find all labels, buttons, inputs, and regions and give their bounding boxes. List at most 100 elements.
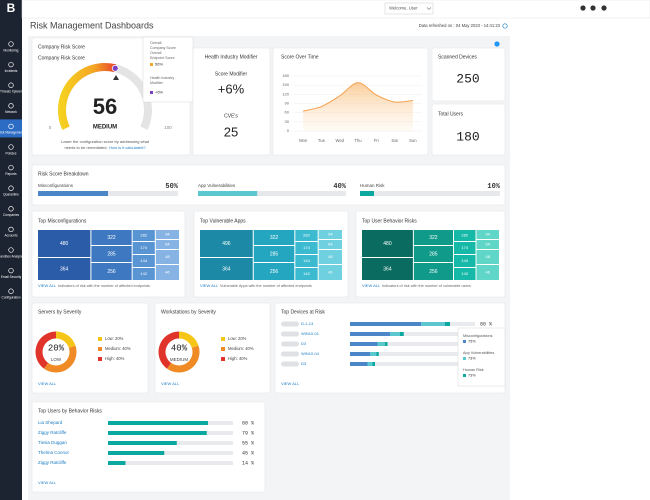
bar-track [350,362,475,366]
bar-segment [400,332,404,336]
user-name[interactable]: Lia Shepard [38,420,63,425]
donut-value: 40% [171,343,188,353]
treemap-label: 94 [328,232,333,237]
bar [108,441,177,445]
user-name[interactable]: Ziggy Ratcliffe [38,460,67,465]
treemap-label: 94 [486,232,491,237]
bar [38,191,108,196]
gauge-marker [113,75,119,80]
device-name[interactable]: D3 [301,341,307,346]
card [31,164,506,206]
nav-item[interactable]: Email Security [1,275,22,279]
breakdown-name: Human Risk [360,183,385,188]
user-select[interactable] [384,2,434,15]
gauge-max: 100 [164,125,172,130]
bar-segment [367,362,373,366]
tooltip-swatch [463,340,466,343]
treemap-cell [155,240,179,249]
treemap-label: 174 [303,245,310,250]
treemap-label: 256 [429,269,438,275]
legend-swatch [98,357,102,361]
nav-item[interactable]: Threats Xplorer [0,90,23,94]
nav-item[interactable]: Quarantine [3,193,19,197]
cve-value: 25 [224,124,238,139]
tooltip-label: Modifier [150,81,164,85]
nav-item[interactable]: Network [5,110,17,114]
line [303,82,413,112]
treemap-cell [155,230,179,239]
top-icon[interactable] [601,5,607,11]
breakdown-value: 10% [487,183,500,191]
view-all[interactable]: VIEW ALL [362,283,381,288]
user-name: Welcome, User [389,6,418,11]
view-all[interactable]: VIEW ALL [38,283,57,288]
device-name[interactable]: D-1-13 [301,321,314,326]
bar-segment [390,332,400,336]
top-icon[interactable] [580,5,586,11]
tooltip-label: Health Industry [150,76,174,80]
nav-icon [8,247,14,253]
top-icon[interactable] [590,5,596,11]
bar-segment [350,362,368,366]
bar-segment [350,332,390,336]
device-name[interactable]: WIN10-01 [301,331,320,336]
card-title: Workstations by Severity [161,309,216,315]
breakdown-value: 40% [333,183,346,191]
user-value: 45 % [242,450,254,456]
device-name[interactable]: WIN10-04 [301,351,320,356]
legend-label: Low: 20% [228,336,247,341]
nav-item[interactable]: Policies [6,151,17,155]
nav-item[interactable]: Accounts [4,234,18,238]
card-title: Top User Behavior Risks [362,218,417,224]
treemap-cell [91,263,132,280]
treemap-label: 46 [328,270,333,275]
tooltip-label: Misconfigurations [463,334,493,338]
nav-icon [8,144,14,150]
x-tick-label: Tue [318,138,326,143]
treemap-cell [362,258,413,280]
tooltip-label: Company Score [150,46,176,50]
card [431,103,506,156]
score-note: needs to be remediated. How is it calcula… [64,145,146,150]
nav-icon [8,123,14,130]
treemap-cell [295,242,318,254]
treemap-label: 364 [383,266,392,272]
bar-segment [445,322,450,326]
card-title: Top Devices at Risk [281,309,325,315]
treemap-cell [453,230,476,241]
card-title: Top Users by Behavior Risks [38,408,102,414]
view-all[interactable]: VIEW ALL [281,381,300,386]
view-all[interactable]: VIEW ALL [161,381,180,386]
card [31,401,266,493]
nav-item[interactable]: Configuration [2,296,21,300]
device-name[interactable]: D3 [301,361,307,366]
nav-item[interactable]: Risk Management [0,131,24,135]
nav-item[interactable]: Reports [5,172,17,176]
treemap-cell [295,230,318,241]
treemap-label: 364 [222,266,231,272]
refresh-icon[interactable] [502,23,508,29]
nav-item[interactable]: Incidents [5,69,18,73]
card-title: Servers by Severity [38,309,82,315]
how-calculated-link[interactable]: How is it calculated? [109,145,146,150]
breakdown-name: App Vulnerabilities [198,183,236,188]
view-all[interactable]: VIEW ALL [200,283,219,288]
user-name[interactable]: Ziggy Ratcliffe [38,430,67,435]
settings-icon[interactable] [494,41,500,47]
treemap-cell [132,268,155,280]
view-all[interactable]: VIEW ALL [38,480,57,485]
y-tick-label: 180 [282,73,289,78]
nav-item[interactable]: Monitoring [4,48,19,52]
nav-item[interactable]: Companies [3,213,20,217]
user-name[interactable]: Thelma Connor [38,450,70,455]
treemap-cell [295,268,318,280]
y-tick-label: 60 [285,110,290,115]
treemap-cell [318,265,342,280]
view-all[interactable]: VIEW ALL [38,381,57,386]
user-name[interactable]: Tiesia Duggan [38,440,67,445]
bar-segment [370,352,377,356]
tooltip-value: 73% [468,374,476,378]
nav-item[interactable]: Sandbox Analyzer [0,254,25,258]
legend-swatch [221,357,225,361]
